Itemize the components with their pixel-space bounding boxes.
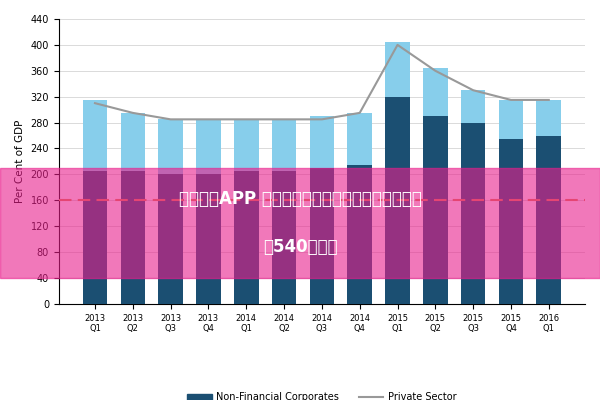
Bar	[121, 171, 145, 304]
Bar	[385, 97, 410, 304]
Bar	[347, 165, 372, 304]
Bar	[423, 68, 448, 116]
Bar	[234, 171, 259, 304]
Bar	[272, 119, 296, 171]
Bar	[83, 100, 107, 171]
Bar	[83, 171, 107, 304]
Bar	[423, 116, 448, 304]
Bar	[272, 171, 296, 304]
Text: 超540万人次: 超540万人次	[263, 238, 337, 256]
Bar	[158, 119, 183, 174]
Bar	[158, 174, 183, 304]
Bar	[310, 168, 334, 304]
Bar	[536, 136, 561, 304]
Bar	[196, 119, 221, 174]
Bar	[347, 113, 372, 165]
Bar	[385, 42, 410, 97]
Bar	[461, 122, 485, 304]
Bar	[461, 90, 485, 122]
Bar	[196, 174, 221, 304]
Y-axis label: Per Cent of GDP: Per Cent of GDP	[15, 120, 25, 203]
Text: 证券融资APP 机构：端午假期全民航预计保障旅客: 证券融资APP 机构：端午假期全民航预计保障旅客	[179, 190, 421, 208]
Bar	[499, 139, 523, 304]
Bar	[121, 113, 145, 171]
Bar	[536, 100, 561, 136]
Legend: Non-Financial Corporates, Households, Private Sector, EU Threshold: Non-Financial Corporates, Households, Pr…	[184, 388, 460, 400]
Bar	[234, 119, 259, 171]
Bar	[310, 116, 334, 168]
Bar	[499, 100, 523, 139]
